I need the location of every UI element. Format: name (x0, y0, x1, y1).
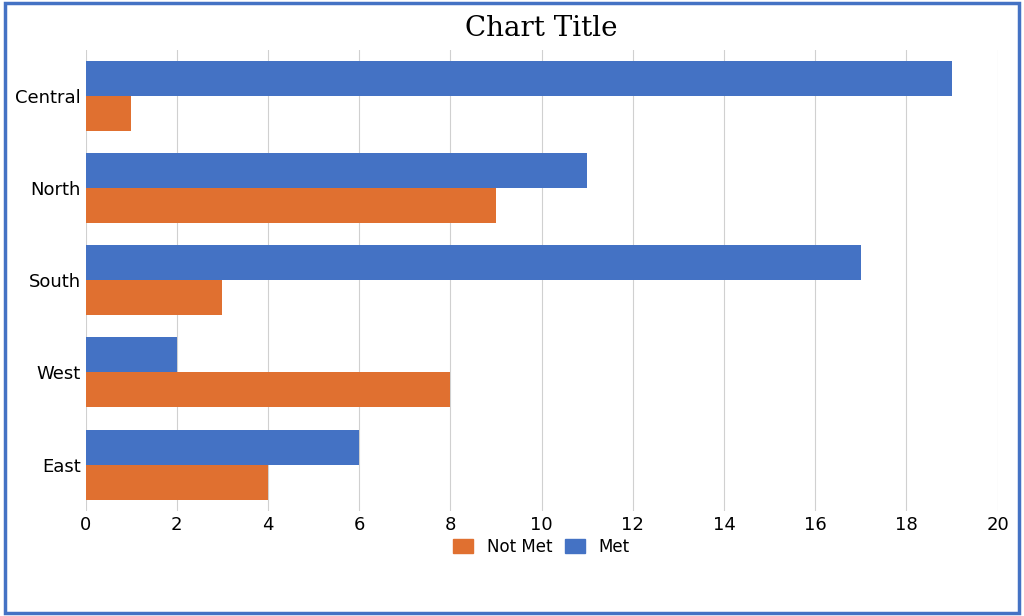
Title: Chart Title: Chart Title (465, 15, 617, 42)
Bar (86, 373, 451, 408)
Bar (86, 188, 496, 223)
Bar (86, 429, 359, 464)
Bar (86, 338, 177, 373)
Bar (86, 464, 268, 500)
Bar (86, 245, 861, 280)
Bar (86, 280, 222, 315)
Bar (86, 61, 952, 96)
Bar (86, 153, 587, 188)
Bar (86, 96, 131, 131)
Legend: Not Met, Met: Not Met, Met (446, 531, 637, 562)
